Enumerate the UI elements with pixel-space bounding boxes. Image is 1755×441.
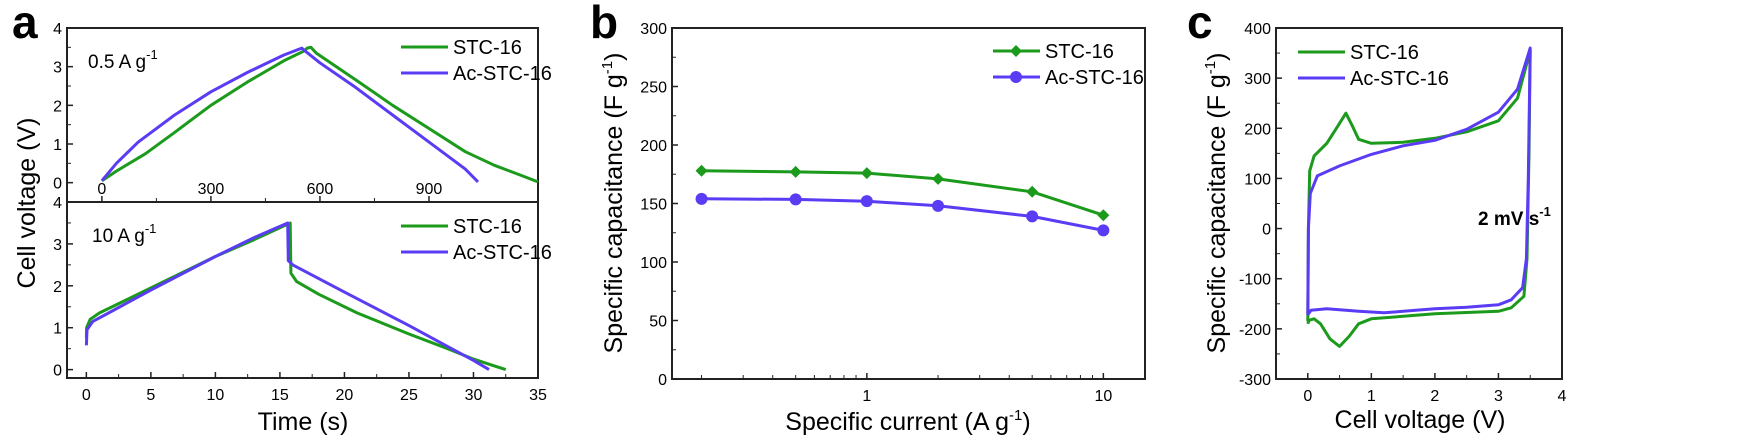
y-tick-label: 100 <box>640 255 667 272</box>
x-tick-label: 0 <box>1303 388 1312 405</box>
legend-label: Ac-STC-16 <box>1350 68 1449 90</box>
data-point-ac-stc-16 <box>789 193 802 206</box>
y-tick-label: 400 <box>1244 21 1271 38</box>
data-point-ac-stc-16 <box>1097 224 1110 237</box>
legend-label: STC-16 <box>1045 41 1114 63</box>
plot-b: 0 50 100 150 200 250 300 1 10 STC-16 Ac-STC-16 <box>640 21 1146 405</box>
y-tick-label: 100 <box>1244 171 1271 188</box>
y-tick-label: 2 <box>53 279 62 296</box>
y-tick-label: 0 <box>1262 222 1271 239</box>
a-top-annotation: 0.5 A g-1 <box>88 47 158 73</box>
data-point-stc-16 <box>695 164 708 177</box>
y-tick-label: 0 <box>53 176 62 193</box>
a-x-axis-label: Time (s) <box>258 408 349 436</box>
y-tick-label: -100 <box>1239 272 1271 289</box>
data-point-stc-16 <box>1097 209 1110 222</box>
y-tick-label: 250 <box>640 80 667 97</box>
legend-label: STC-16 <box>1350 42 1419 64</box>
legend-label: Ac-STC-16 <box>1045 67 1144 89</box>
c-x-axis-label: Cell voltage (V) <box>1335 406 1506 434</box>
data-point-stc-16 <box>860 167 873 180</box>
y-tick-label: 150 <box>640 197 667 214</box>
series-line-ac-stc-16 <box>701 197 1104 232</box>
plot-c: -300 -200 -100 0 100 200 300 400 0 1 2 3 4 STC-16 Ac-S… <box>1239 21 1567 405</box>
x-tick-label: 35 <box>529 387 547 404</box>
y-tick-label: 0 <box>658 372 667 389</box>
x-tick-label: 30 <box>465 387 483 404</box>
x-tick-label: 4 <box>1558 388 1567 405</box>
y-tick-label: 4 <box>53 21 62 38</box>
legend-label: STC-16 <box>453 37 522 59</box>
data-point-ac-stc-16 <box>860 195 873 208</box>
series-line-stc-16 <box>101 45 539 184</box>
y-tick-label: 200 <box>1244 121 1271 138</box>
x-tick-label: 0 <box>82 387 91 404</box>
series-line-stc-16 <box>1306 49 1532 348</box>
y-tick-label: 4 <box>53 195 62 212</box>
series-line-stc-16 <box>84 221 507 372</box>
b-y-axis-label: Specific capacitance (F g-1) <box>599 53 628 354</box>
data-point-stc-16 <box>789 165 802 178</box>
c-y-axis-label: Specific capacitance (F g-1) <box>1202 53 1231 354</box>
c-annotation: 2 mV s-1 <box>1478 204 1551 230</box>
y-tick-label: 300 <box>640 21 667 38</box>
x-tick-label: 900 <box>416 181 443 198</box>
x-tick-label: 5 <box>146 387 155 404</box>
x-tick-label: 600 <box>307 181 334 198</box>
x-tick-label: 20 <box>336 387 354 404</box>
x-tick-label: 2 <box>1430 388 1439 405</box>
x-tick-label: 15 <box>271 387 289 404</box>
series-line-ac-stc-16 <box>1306 46 1532 316</box>
y-tick-label: 3 <box>53 60 62 77</box>
y-tick-label: 300 <box>1244 71 1271 88</box>
y-tick-label: 1 <box>53 321 62 338</box>
series-line-ac-stc-16 <box>100 46 480 183</box>
data-point-ac-stc-16 <box>695 192 708 205</box>
panel-label-b: b <box>590 0 618 48</box>
legend-marker <box>1010 71 1022 83</box>
legend-label: STC-16 <box>453 216 522 238</box>
legend-label: Ac-STC-16 <box>453 242 552 264</box>
y-tick-label: -200 <box>1239 322 1271 339</box>
x-tick-label: 10 <box>1094 388 1112 405</box>
plot-a_bottom: 0 1 2 3 4 0 5 10 15 20 25 30 35 STC-16 Ac-STC-16 <box>53 195 552 404</box>
series-line-ac-stc-16 <box>84 221 490 371</box>
y-tick-label: 3 <box>53 237 62 254</box>
legend-label: Ac-STC-16 <box>453 63 552 85</box>
plot-frame-a_bottom <box>66 201 539 379</box>
panel-label-a: a <box>12 0 38 48</box>
x-tick-label: 1 <box>1367 388 1376 405</box>
data-point-ac-stc-16 <box>1026 210 1039 223</box>
y-tick-label: 200 <box>640 138 667 155</box>
x-tick-label: 1 <box>862 388 871 405</box>
x-tick-label: 10 <box>206 387 224 404</box>
panel-label-c: c <box>1187 0 1213 48</box>
y-tick-label: 1 <box>53 137 62 154</box>
x-tick-label: 3 <box>1494 388 1503 405</box>
x-tick-label: 25 <box>400 387 418 404</box>
a-y-axis-label: Cell voltage (V) <box>13 118 41 289</box>
b-x-axis-label: Specific current (A g-1) <box>785 407 1030 436</box>
y-tick-label: 2 <box>53 98 62 115</box>
data-point-ac-stc-16 <box>932 199 945 212</box>
a-bottom-annotation: 10 A g-1 <box>92 221 156 247</box>
series-line-stc-16 <box>701 169 1104 217</box>
y-tick-label: 50 <box>649 314 667 331</box>
x-tick-label: 0 <box>97 181 106 198</box>
data-point-stc-16 <box>1026 185 1039 198</box>
legend-marker <box>1010 45 1022 57</box>
y-tick-label: 0 <box>53 363 62 380</box>
x-tick-label: 300 <box>198 181 225 198</box>
plot-a_top: 0 1 2 3 4 0 300 600 900 STC-16 Ac-STC-16 <box>53 21 552 203</box>
y-tick-label: -300 <box>1239 372 1271 389</box>
data-point-stc-16 <box>932 172 945 185</box>
